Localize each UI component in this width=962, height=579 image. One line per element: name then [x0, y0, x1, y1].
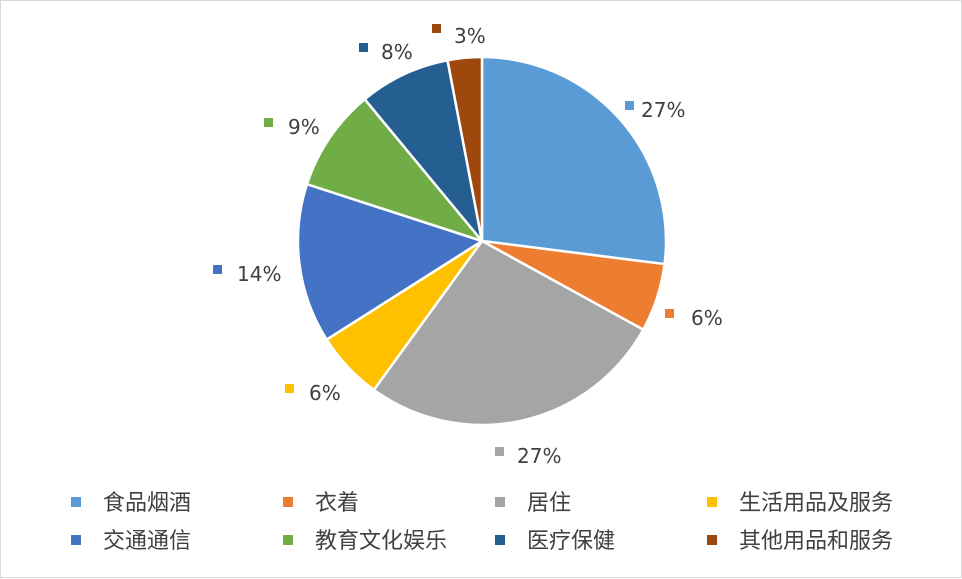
data-label-5: 14% [237, 262, 281, 286]
legend-marker-6 [283, 535, 293, 545]
legend-label-5: 交通通信 [103, 529, 191, 554]
legend-label-1: 食品烟酒 [103, 491, 191, 516]
pie-slice-5 [296, 182, 484, 341]
legend-marker-7 [495, 535, 505, 545]
data-label-3: 27% [517, 444, 561, 468]
pie-slice-7 [363, 59, 484, 243]
data-label-marker-6 [264, 118, 273, 127]
legend-label-4: 生活用品及服务 [739, 491, 893, 516]
legend-label-6: 教育文化娱乐 [315, 529, 447, 554]
data-label-6: 9% [288, 115, 320, 139]
legend-label-3: 居住 [527, 491, 571, 516]
pie-slice-6 [305, 97, 484, 243]
pie-slice-3 [372, 239, 645, 427]
legend-marker-2 [283, 497, 293, 507]
data-label-marker-3 [495, 447, 504, 456]
data-label-marker-4 [285, 384, 294, 393]
legend-marker-8 [707, 535, 717, 545]
data-label-marker-2 [665, 309, 674, 318]
pie-slice-8 [446, 55, 484, 243]
data-label-marker-1 [625, 101, 634, 110]
legend-marker-4 [707, 497, 717, 507]
legend-marker-5 [71, 535, 81, 545]
data-label-marker-5 [213, 265, 222, 274]
legend-label-7: 医疗保健 [527, 529, 615, 554]
pie-slice-1 [480, 55, 668, 266]
legend-marker-3 [495, 497, 505, 507]
data-label-8: 3% [454, 24, 486, 48]
legend-label-8: 其他用品和服务 [739, 529, 893, 554]
data-label-marker-7 [359, 43, 368, 52]
legend-marker-1 [71, 497, 81, 507]
legend-label-2: 衣着 [315, 491, 359, 516]
data-label-4: 6% [309, 381, 341, 405]
data-label-7: 8% [381, 40, 413, 64]
data-label-2: 6% [691, 306, 723, 330]
data-label-marker-8 [432, 24, 441, 33]
data-label-1: 27% [641, 98, 685, 122]
